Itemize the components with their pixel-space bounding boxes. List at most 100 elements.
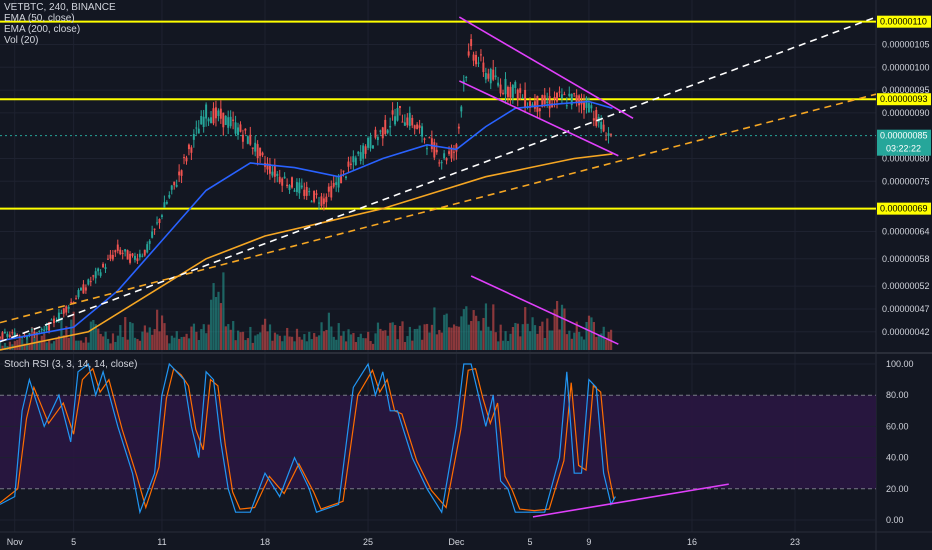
- volume-bar: [92, 320, 95, 350]
- candle-body: [192, 134, 195, 140]
- volume-bar: [335, 339, 338, 350]
- volume-bar: [28, 344, 31, 350]
- volume-bar: [151, 334, 154, 350]
- volume-bar: [560, 304, 564, 350]
- candle-body: [156, 222, 159, 224]
- candle-body: [592, 118, 595, 121]
- volume-bar: [430, 324, 434, 350]
- candle-body: [173, 181, 176, 186]
- candle-body: [53, 318, 55, 324]
- volume-bar: [401, 321, 404, 350]
- volume-bar: [114, 341, 117, 350]
- candle-body: [291, 177, 293, 188]
- candle-body: [435, 149, 438, 153]
- candle-body: [573, 93, 576, 95]
- price-tick-label: 0.00000058: [882, 254, 930, 264]
- volume-bar: [497, 341, 500, 350]
- volume-bar: [82, 342, 85, 350]
- volume-bar: [300, 339, 304, 350]
- candle-body: [583, 102, 585, 110]
- candle-body: [460, 106, 463, 112]
- candle-body: [153, 228, 156, 230]
- volume-bar: [251, 342, 254, 350]
- volume-bar: [602, 326, 605, 350]
- time-axis-label: 23: [790, 537, 800, 547]
- rsi-tick-label: 40.00: [886, 453, 909, 463]
- candle-body: [114, 250, 117, 253]
- volume-bar: [421, 339, 424, 350]
- volume-bar: [227, 324, 230, 350]
- candle-body: [347, 161, 350, 167]
- volume-bar: [450, 327, 453, 350]
- candle-body: [303, 189, 306, 196]
- candle-body: [45, 325, 48, 330]
- volume-bar: [605, 339, 608, 350]
- volume-bar: [35, 331, 39, 350]
- time-axis-label: 25: [363, 537, 373, 547]
- candle-body: [143, 249, 146, 256]
- candle-body: [590, 105, 593, 109]
- candle-body: [298, 182, 301, 194]
- candle-body: [516, 89, 519, 100]
- rsi-tick-label: 60.00: [886, 421, 909, 431]
- level-price-tag: [877, 93, 931, 106]
- price-tick-label: 0.00000047: [882, 304, 930, 314]
- volume-bar: [1, 345, 4, 350]
- price-tick-label: 0.00000075: [882, 176, 930, 186]
- volume-bar: [195, 331, 198, 350]
- candle-body: [359, 152, 362, 161]
- time-axis-label: 11: [157, 537, 166, 547]
- ema200-line: [0, 153, 613, 351]
- candle-body: [345, 176, 347, 179]
- volume-bar: [519, 336, 522, 350]
- candle-body: [97, 268, 100, 272]
- candle-body: [322, 198, 325, 204]
- volume-bar: [573, 332, 576, 350]
- volume-bar: [48, 339, 51, 350]
- volume-bar: [411, 340, 414, 350]
- volume-bar: [254, 335, 257, 350]
- volume-bar: [129, 321, 132, 350]
- volume-bar: [381, 330, 384, 350]
- candle-body: [524, 89, 527, 108]
- candle-body: [352, 156, 355, 163]
- ema200-legend: EMA (200, close): [4, 24, 81, 35]
- volume-bar: [583, 339, 586, 350]
- candle-body: [305, 186, 308, 196]
- candle-body: [389, 125, 392, 128]
- volume-bar: [50, 343, 53, 350]
- volume-bar: [531, 317, 534, 350]
- volume-bar: [347, 329, 350, 350]
- volume-bar: [440, 332, 443, 350]
- volume-bar: [548, 330, 551, 350]
- volume-bar: [580, 336, 583, 350]
- volume-bar: [529, 331, 532, 350]
- candle-body: [163, 202, 166, 208]
- volume-bar: [371, 343, 375, 350]
- volume-bar: [298, 336, 301, 350]
- rsi-trend-line: [532, 483, 729, 518]
- candle-body: [367, 137, 370, 148]
- candle-body: [430, 138, 433, 150]
- candle-body: [0, 337, 1, 339]
- candle-body: [398, 105, 401, 109]
- candle-body: [362, 145, 365, 159]
- volume-bar: [575, 321, 578, 350]
- volume-bar: [462, 309, 465, 350]
- stoch-rsi-d-line: [0, 367, 615, 512]
- candle-body: [440, 162, 443, 164]
- volume-bar: [541, 321, 544, 350]
- volume-bar: [509, 333, 512, 350]
- candle-body: [548, 96, 551, 109]
- volume-bar: [479, 330, 483, 350]
- volume-bar: [443, 314, 446, 350]
- candle-body: [558, 91, 561, 93]
- candle-body: [425, 148, 428, 150]
- volume-bar: [170, 335, 173, 350]
- volume-bar: [291, 336, 294, 350]
- volume-bar: [183, 336, 186, 350]
- volume-bar: [511, 327, 515, 350]
- candle-body: [121, 252, 124, 254]
- volume-bar: [244, 340, 247, 350]
- candle-body: [452, 151, 455, 153]
